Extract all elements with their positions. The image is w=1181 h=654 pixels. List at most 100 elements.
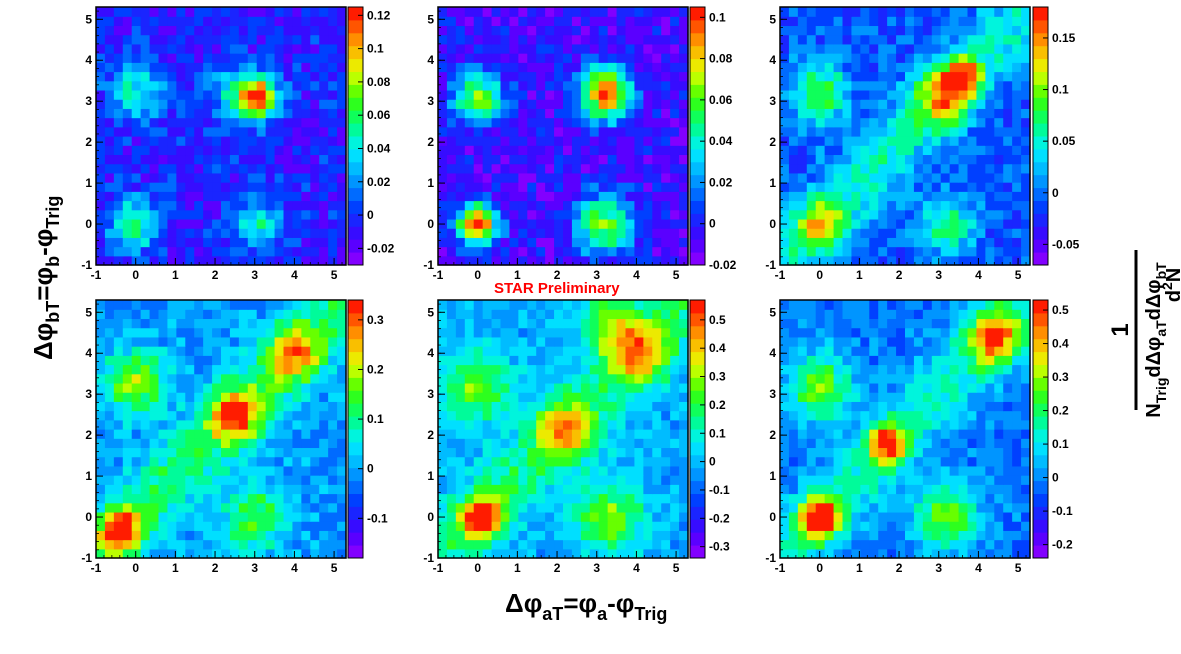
heatmap-cell [283,16,294,27]
heatmap-cell [319,438,329,449]
heatmap-cell [985,71,995,82]
heatmap-cell [1021,456,1031,467]
heatmap-cell [185,126,195,137]
colorbar-segment [348,58,363,72]
heatmap-cell [482,108,493,119]
heatmap-cell [438,200,448,211]
heatmap-cell [887,228,897,238]
heatmap-cell [905,521,915,531]
heatmap-cell [158,336,169,347]
heatmap-cell [679,447,689,458]
heatmap-cell [958,539,969,550]
heatmap-cell [301,392,311,402]
heatmap-cell [670,355,680,366]
heatmap-cell [815,237,826,248]
heatmap-cell [158,419,169,430]
heatmap-cell [571,99,582,109]
heatmap-cell [607,419,618,430]
colorbar-segment [348,32,363,47]
y-tick-label: 2 [85,428,92,442]
heatmap-cell [913,62,924,73]
heatmap-cell [833,7,844,17]
heatmap-cell [625,182,636,192]
heatmap-cell [212,521,222,531]
heatmap-cell [491,392,502,402]
heatmap-cell [238,62,249,73]
heatmap-cell [104,71,115,82]
heatmap-cell [274,154,285,165]
heatmap-cell [319,484,329,495]
heatmap-cell [931,521,942,531]
heatmap-cell [842,511,853,522]
heatmap-cell [310,382,320,393]
heatmap-cell [283,502,294,513]
x-tick-label: 3 [593,561,600,575]
heatmap-cell [976,200,986,211]
y-tick-label: 1 [85,176,92,190]
heatmap-cell [194,465,204,476]
heatmap-cell [815,484,826,495]
heatmap-cell [194,145,204,156]
colorbar-segment [1033,110,1048,124]
heatmap-cell [598,89,609,100]
heatmap-cell [806,493,817,504]
heatmap-cell [536,382,546,393]
heatmap-cell [176,548,186,559]
heatmap-cell [167,355,177,366]
heatmap-cell [113,255,124,266]
heatmap-cell [283,209,294,220]
heatmap-cell [824,89,835,100]
heatmap-cell [869,209,879,220]
heatmap-cell [985,539,995,550]
heatmap-cell [607,126,618,137]
heatmap-cell [634,126,644,137]
heatmap-cell [976,438,986,449]
heatmap-cell [958,465,969,476]
heatmap-cell [563,108,573,119]
heatmap-cell [887,108,897,119]
heatmap-cell [96,62,106,73]
heatmap-cell [482,62,493,73]
heatmap-cell [994,246,1004,257]
heatmap-cell [455,16,466,27]
heatmap-cell [283,419,294,430]
heatmap-cell [500,136,511,146]
heatmap-cell [482,237,493,248]
heatmap-cell [212,373,222,384]
heatmap-cell [598,209,609,220]
heatmap-cell [203,410,213,421]
heatmap-cell [931,80,942,91]
heatmap-cell [158,136,169,146]
heatmap-cell [301,447,311,458]
heatmap-cell [464,117,475,128]
heatmap-cell [949,34,960,45]
heatmap-cell [652,200,662,211]
heatmap-cell [958,172,969,183]
heatmap-cell [571,237,582,248]
heatmap-cell [265,401,276,412]
heatmap-cell [815,80,826,91]
heatmap-cell [518,438,528,449]
heatmap-cell [824,172,835,183]
heatmap-cell [842,71,853,82]
heatmap-cell [212,108,222,119]
heatmap-cell [518,218,528,229]
heatmap-cell [580,364,591,375]
heatmap-cell [661,136,671,146]
heatmap-cell [247,228,258,238]
heatmap-cell [446,346,457,356]
heatmap-cell [328,548,338,559]
heatmap-cell [482,539,493,550]
heatmap-cell [113,364,124,375]
heatmap-cell [283,71,294,82]
heatmap-cell [958,154,969,165]
heatmap-cell [337,191,347,202]
heatmap-cell [670,539,680,550]
heatmap-cell [283,392,294,402]
heatmap-cell [229,493,240,504]
heatmap-cell [869,108,879,119]
heatmap-cell [905,530,915,541]
heatmap-cell [824,530,835,541]
heatmap-cell [589,318,600,329]
heatmap-cell [833,502,844,513]
